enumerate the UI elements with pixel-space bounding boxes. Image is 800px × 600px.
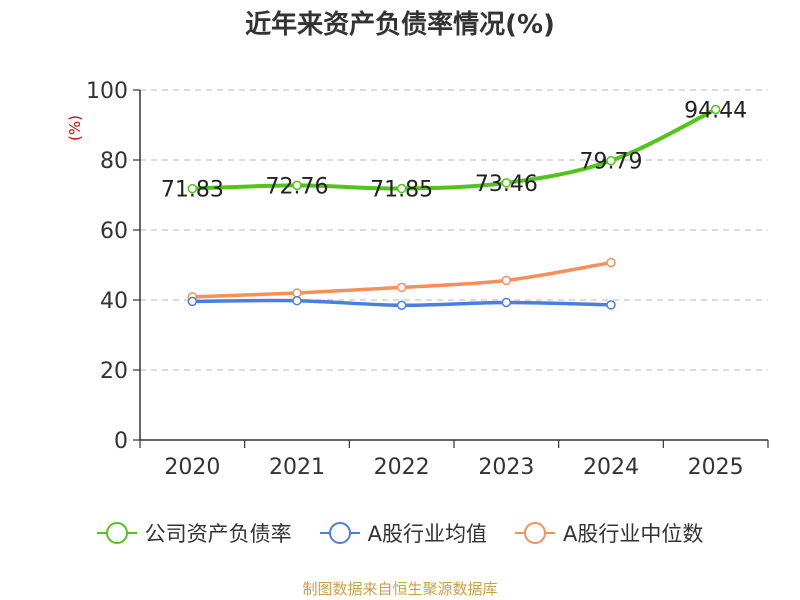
data-point-0-2024 [606,155,616,166]
y-tick-label-80: 80 [100,149,128,174]
data-point-1-2023 [501,297,512,308]
y-axis-label: (%) [66,115,84,141]
data-source-note: 制图数据来自恒生聚源数据库 [302,580,498,598]
data-label-2023: 73.46 [475,172,538,197]
legend-item-company[interactable]: 公司资产负债率 [96,518,292,548]
data-point-2-2023 [501,275,512,286]
series-line-0 [190,107,718,191]
data-label-2021: 72.76 [266,174,329,199]
y-tick-label-20: 20 [100,359,128,384]
series-layer [187,104,721,310]
chart-title: 近年来资产负债率情况(%) [245,10,555,40]
legend-label-industry-mean: A股行业均值 [367,522,487,546]
data-point-1-2021 [292,295,302,306]
data-point-2-2022 [396,282,407,293]
y-tick-label-60: 60 [100,219,128,244]
x-tick-label-2022: 2022 [374,455,430,480]
x-tick-label-2023: 2023 [478,455,534,480]
data-point-0-2021 [292,180,302,191]
x-tick-label-2024: 2024 [583,455,639,480]
legend-label-industry-median: A股行业中位数 [563,522,704,546]
x-tick-label-2025: 2025 [688,455,744,480]
legend-item-industry-median[interactable]: A股行业中位数 [515,518,703,548]
data-point-0-2025 [710,104,721,115]
data-point-2-2021 [292,288,302,298]
legend-item-industry-mean[interactable]: A股行业均值 [319,518,487,548]
y-tick-label-100: 100 [86,79,128,104]
y-tick-label-40: 40 [100,289,128,314]
data-point-0-2022 [396,183,407,194]
data-point-0-2020 [187,183,198,194]
legend-marker-company [96,522,137,544]
data-point-2-2024 [606,257,616,268]
data-label-2022: 71.85 [370,178,433,203]
data-label-layer: 71.83 72.76 71.85 73.46 79.79 94.44 [161,98,747,202]
legend-marker-industry-median [515,522,555,544]
x-tick-label-2021: 2021 [269,455,325,480]
data-point-1-2022 [396,300,407,310]
legend-marker-industry-mean [319,522,360,544]
data-label-2024: 79.79 [580,150,643,175]
data-point-1-2020 [187,296,198,307]
x-tick-label-2020: 2020 [164,455,220,480]
data-point-0-2023 [501,178,512,188]
axis-layer: 0 20 40 60 80 100 2020 2021 2022 2023 2024 2025 [86,79,769,480]
legend-label-company: 公司资产负债率 [144,522,292,546]
y-tick-label-0: 0 [114,429,128,454]
data-label-2020: 71.83 [161,178,224,203]
legend: 公司资产负债率 A股行业均值 A股行业中位数 [0,518,800,548]
data-label-2025: 94.44 [684,98,747,123]
data-point-1-2024 [606,300,616,310]
